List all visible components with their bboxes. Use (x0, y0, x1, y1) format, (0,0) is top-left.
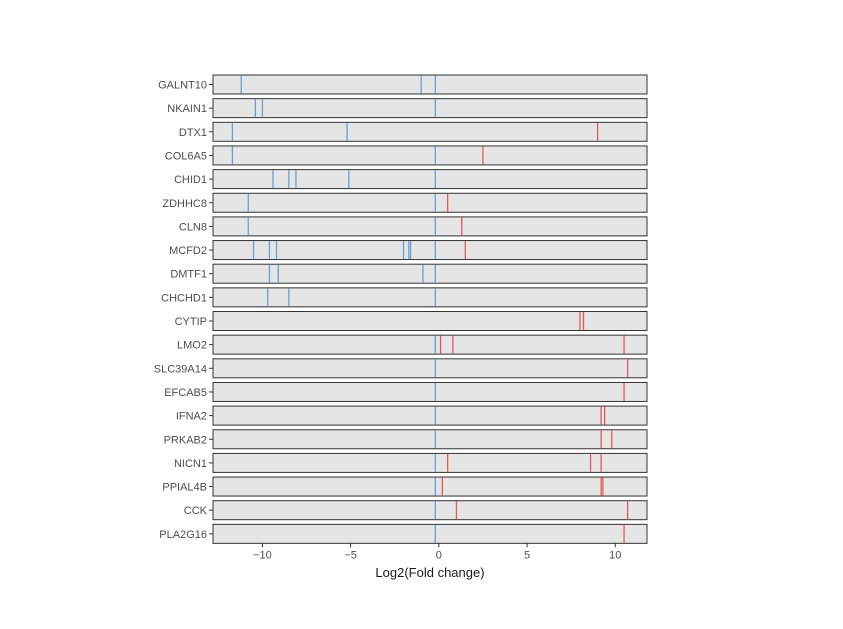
panel-nicn1 (212, 452, 648, 473)
panel-prkab2 (212, 429, 648, 450)
panel-slc39a14 (212, 358, 648, 379)
y-tick-label-cln8: CLN8 (179, 221, 207, 233)
panel-galnt10 (212, 74, 648, 95)
panel-pla2g16 (212, 523, 648, 544)
panel-cytip (212, 311, 648, 331)
panel-mcfd2 (212, 240, 648, 261)
panel-ppial4b (212, 476, 648, 497)
panel-cln8 (212, 216, 648, 237)
x-axis: −10 −5 0 5 10 (253, 543, 621, 561)
y-tick-label-chchd1: CHCHD1 (161, 292, 207, 304)
panel-nkain1 (212, 98, 648, 119)
y-tick-label-dtx1: DTX1 (179, 127, 207, 139)
y-tick-label-cck: CCK (184, 505, 208, 517)
x-tick-label-4: 10 (609, 549, 621, 561)
y-tick-label-nkain1: NKAIN1 (167, 103, 207, 115)
x-tick-label-3: 5 (524, 549, 530, 561)
y-tick-label-zdhhc8: ZDHHC8 (162, 198, 207, 210)
y-tick-label-chid1: CHID1 (174, 174, 207, 186)
y-tick-label-pla2g16: PLA2G16 (159, 529, 207, 541)
panel-col6a5 (212, 145, 648, 166)
y-tick-label-dmtf1: DMTF1 (170, 269, 207, 281)
y-tick-label-ppial4b: PPIAL4B (162, 482, 207, 494)
y-tick-label-lmo2: LMO2 (177, 340, 207, 352)
y-tick-label-slc39a14: SLC39A14 (154, 363, 207, 375)
panel-chid1 (212, 169, 648, 190)
y-tick-label-prkab2: PRKAB2 (164, 434, 207, 446)
x-tick-label-2: 0 (436, 549, 442, 561)
y-tick-label-efcab5: EFCAB5 (164, 387, 207, 399)
panel-ifna2 (212, 405, 648, 426)
panel-chchd1 (212, 287, 648, 308)
panel-lmo2 (212, 334, 648, 355)
panel-dtx1 (212, 121, 648, 142)
x-axis-title: Log2(Fold change) (375, 565, 484, 580)
panel-cck (212, 500, 648, 521)
y-tick-label-nicn1: NICN1 (174, 458, 207, 470)
y-tick-label-galnt10: GALNT10 (158, 80, 207, 92)
y-tick-label-col6a5: COL6A5 (165, 150, 207, 162)
y-tick-label-ifna2: IFNA2 (176, 411, 207, 423)
y-tick-label-cytip: CYTIP (175, 316, 207, 328)
panel-zdhhc8 (212, 192, 648, 213)
x-tick-label-0: −10 (253, 549, 272, 561)
panel-efcab5 (212, 381, 648, 402)
y-tick-label-mcfd2: MCFD2 (169, 245, 207, 257)
y-axis: GALNT10 NKAIN1 DTX1 COL6A5 CHID1 ZDHHC8 CLN8 MC… (154, 80, 213, 541)
x-tick-label-1: −5 (344, 549, 357, 561)
strip-panels (212, 74, 648, 544)
